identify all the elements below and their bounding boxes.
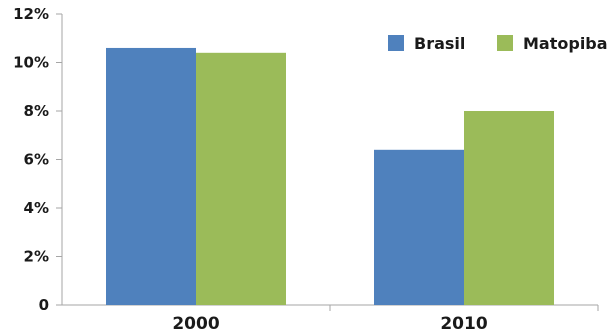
- y-tick-label: 8%: [24, 102, 49, 120]
- y-tick-label: 0: [39, 296, 49, 314]
- legend-swatch-matopiba: [497, 35, 513, 51]
- y-tick-label: 6%: [24, 151, 49, 169]
- bar-brasil-2000: [106, 47, 196, 305]
- bar-brasil-2010: [374, 149, 464, 305]
- y-tick-label: 4%: [24, 199, 49, 217]
- x-tick-label: 2010: [440, 314, 487, 332]
- y-tick-label: 12%: [13, 5, 49, 23]
- y-tick-label: 2%: [24, 248, 49, 266]
- x-tick-label: 2000: [172, 314, 219, 332]
- bar-matopiba-2010: [464, 111, 554, 305]
- y-tick-label: 10%: [13, 54, 49, 72]
- legend-label-matopiba: Matopiba: [523, 34, 608, 53]
- bar-matopiba-2000: [196, 52, 286, 305]
- legend-label-brasil: Brasil: [414, 34, 465, 53]
- legend-swatch-brasil: [388, 35, 404, 51]
